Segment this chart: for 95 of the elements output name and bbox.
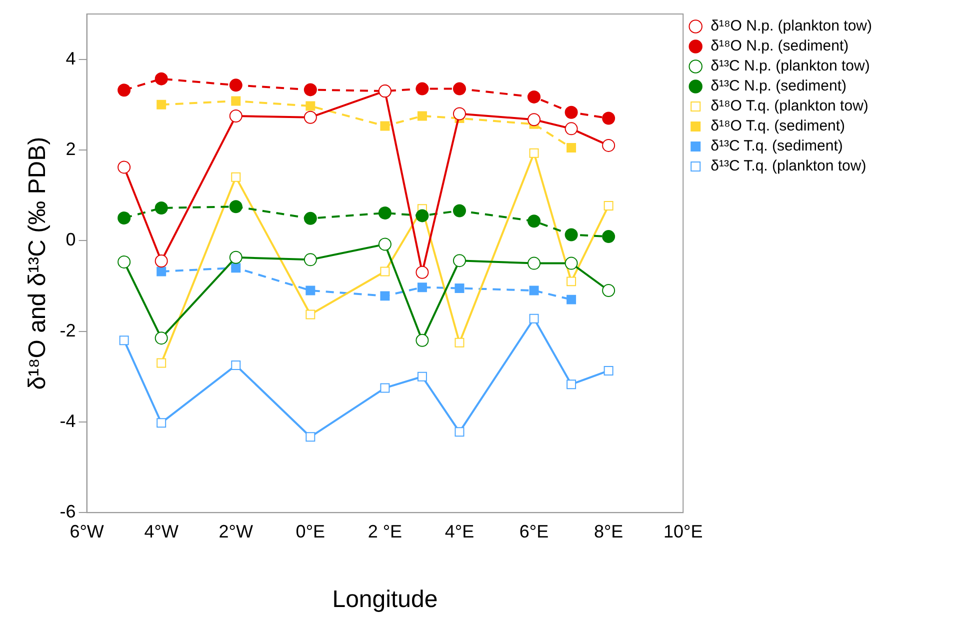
point (304, 83, 317, 96)
x-tick-label: 6°E (519, 521, 549, 542)
point (564, 228, 578, 242)
point (156, 100, 166, 110)
point (306, 432, 316, 442)
x-tick-label: 6°W (70, 521, 104, 542)
point (229, 200, 242, 214)
point (564, 106, 578, 119)
point (454, 427, 464, 437)
point (304, 253, 317, 266)
legend-label: δ¹³C N.p. (sediment) (710, 78, 846, 95)
legend-label: δ¹³C T.q. (plankton tow) (710, 158, 866, 175)
point (118, 84, 131, 97)
point (380, 266, 390, 276)
point (416, 266, 429, 279)
point (528, 214, 541, 228)
point (380, 291, 390, 301)
point (119, 336, 129, 346)
point (566, 294, 576, 304)
point (454, 283, 464, 293)
point (378, 238, 392, 251)
point (452, 254, 466, 268)
point (529, 286, 539, 296)
legend-label: δ¹⁸O T.q. (plankton tow) (710, 98, 868, 115)
point (528, 90, 541, 104)
point (154, 254, 168, 268)
point (529, 314, 539, 324)
x-tick-label: 2°W (218, 521, 253, 542)
point (229, 109, 242, 122)
y-tick-label: 2 (66, 138, 76, 159)
point (528, 256, 541, 270)
point (452, 82, 466, 96)
y-tick-label: 4 (66, 48, 76, 68)
legend-label: δ¹⁸O N.p. (plankton tow) (710, 18, 872, 35)
x-tick-label: 8°E (594, 521, 624, 542)
point (602, 112, 616, 125)
point (231, 263, 241, 273)
x-tick-label: 10°E (663, 521, 703, 542)
point (306, 101, 316, 111)
point (378, 206, 392, 220)
point (528, 113, 541, 126)
point (417, 372, 427, 382)
legend-label: δ¹³C T.q. (sediment) (710, 138, 843, 155)
point (452, 204, 466, 218)
y-tick-label: -4 (60, 410, 76, 431)
point (380, 121, 390, 131)
point (604, 366, 614, 376)
point (156, 418, 166, 428)
x-tick-label: 2 °E (368, 521, 402, 542)
y-tick-label: -2 (60, 320, 76, 340)
point (229, 250, 242, 264)
point (602, 138, 616, 152)
legend-label: δ¹⁸O T.q. (sediment) (710, 118, 846, 135)
point (416, 209, 429, 222)
point (304, 212, 317, 225)
point (231, 172, 241, 182)
point (231, 96, 241, 106)
point (416, 82, 429, 96)
point (417, 282, 427, 292)
point (529, 148, 539, 158)
point (154, 332, 168, 345)
legend-label: δ¹³C N.p. (plankton tow) (710, 58, 870, 75)
point (602, 230, 616, 244)
point (380, 383, 390, 393)
point (604, 200, 614, 210)
point (156, 358, 166, 368)
point (306, 310, 316, 320)
y-tick-label: 0 (66, 230, 76, 250)
point (417, 111, 427, 121)
legend-label: δ¹⁸O N.p. (sediment) (710, 38, 849, 55)
y-axis-title: δ¹⁸O and δ¹³C (‰ PDB) (24, 136, 52, 390)
y-tick-label: -6 (60, 502, 76, 522)
point (416, 334, 429, 347)
point (454, 338, 464, 348)
point (602, 284, 616, 297)
point (156, 266, 166, 276)
x-tick-label: 4°W (144, 521, 178, 542)
point (229, 78, 242, 92)
point (304, 110, 317, 124)
point (566, 380, 576, 390)
point (564, 122, 578, 136)
x-tick-label: 0°E (296, 521, 326, 542)
point (452, 107, 466, 120)
point (306, 286, 316, 296)
x-tick-label: 4°E (444, 521, 474, 542)
point (118, 211, 131, 224)
point (154, 72, 168, 86)
point (118, 255, 131, 268)
x-axis-title: Longitude (332, 586, 438, 614)
point (154, 202, 168, 214)
point (118, 160, 131, 174)
point (566, 142, 576, 152)
point (564, 256, 578, 270)
point (566, 276, 576, 286)
point (231, 360, 241, 370)
